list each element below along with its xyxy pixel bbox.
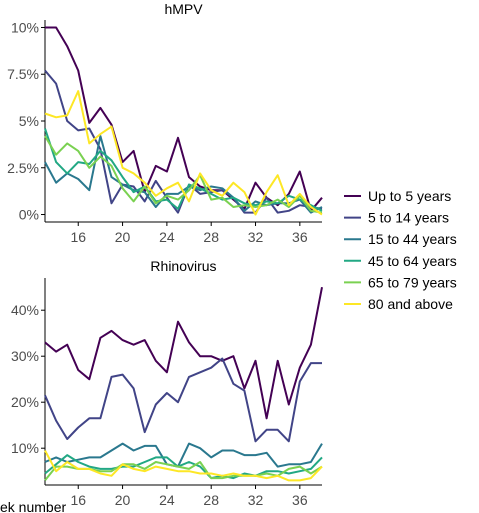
x-tick-label: 36	[292, 492, 308, 508]
y-tick-label: 10%	[11, 440, 39, 456]
panel-1: Rhinovirus 10% 20% 30% 40% 16 20 24 28 32 36	[11, 258, 323, 508]
x-tick-label: 32	[248, 229, 264, 245]
x-tick-label: 28	[203, 492, 219, 508]
x-tick-label: 28	[203, 229, 219, 245]
y-tick-label: 2.5%	[7, 160, 39, 176]
y-tick-label: 7.5%	[7, 66, 39, 82]
series-line-up-to-5-years	[44, 287, 323, 420]
panel-0: hMPV 0% 2.5% 5% 7.5% 10% 16 20 24 28 32 36	[7, 1, 323, 245]
legend-label: 80 and above	[368, 296, 453, 312]
series-line-15-to-44-years	[44, 442, 323, 468]
series-line-80-and-above	[44, 450, 323, 482]
series-line-45-to-64-years	[44, 128, 323, 212]
x-tick-label: 36	[292, 229, 308, 245]
legend-label: Up to 5 years	[368, 188, 451, 204]
y-tick-label: 0%	[19, 207, 39, 223]
x-tick-label: 20	[115, 229, 131, 245]
legend-label: 45 to 64 years	[368, 253, 457, 269]
panel-title: Rhinovirus	[150, 258, 216, 274]
legend: Up to 5 years 5 to 14 years 15 to 44 years…	[344, 188, 457, 312]
legend-label: 15 to 44 years	[368, 231, 457, 247]
legend-label: 65 to 79 years	[368, 274, 457, 290]
legend-label: 5 to 14 years	[368, 210, 449, 226]
panel-title: hMPV	[164, 1, 203, 17]
series-line-5-to-14-years	[44, 357, 322, 443]
x-tick-label: 24	[159, 229, 175, 245]
x-axis-title-partial: ek number	[0, 499, 66, 513]
x-tick-label: 32	[248, 492, 264, 508]
x-tick-label: 24	[159, 492, 175, 508]
y-tick-label: 40%	[11, 302, 39, 318]
series-line-80-and-above	[44, 90, 323, 216]
series-line-65-to-79-years	[44, 135, 323, 214]
y-tick-label: 10%	[11, 19, 39, 35]
y-tick-label: 20%	[11, 394, 39, 410]
x-tick-label: 16	[70, 229, 86, 245]
y-tick-label: 30%	[11, 348, 39, 364]
y-tick-label: 5%	[19, 113, 39, 129]
series-line-45-to-64-years	[44, 454, 323, 480]
x-tick-label: 16	[70, 492, 86, 508]
x-tick-label: 20	[115, 492, 131, 508]
